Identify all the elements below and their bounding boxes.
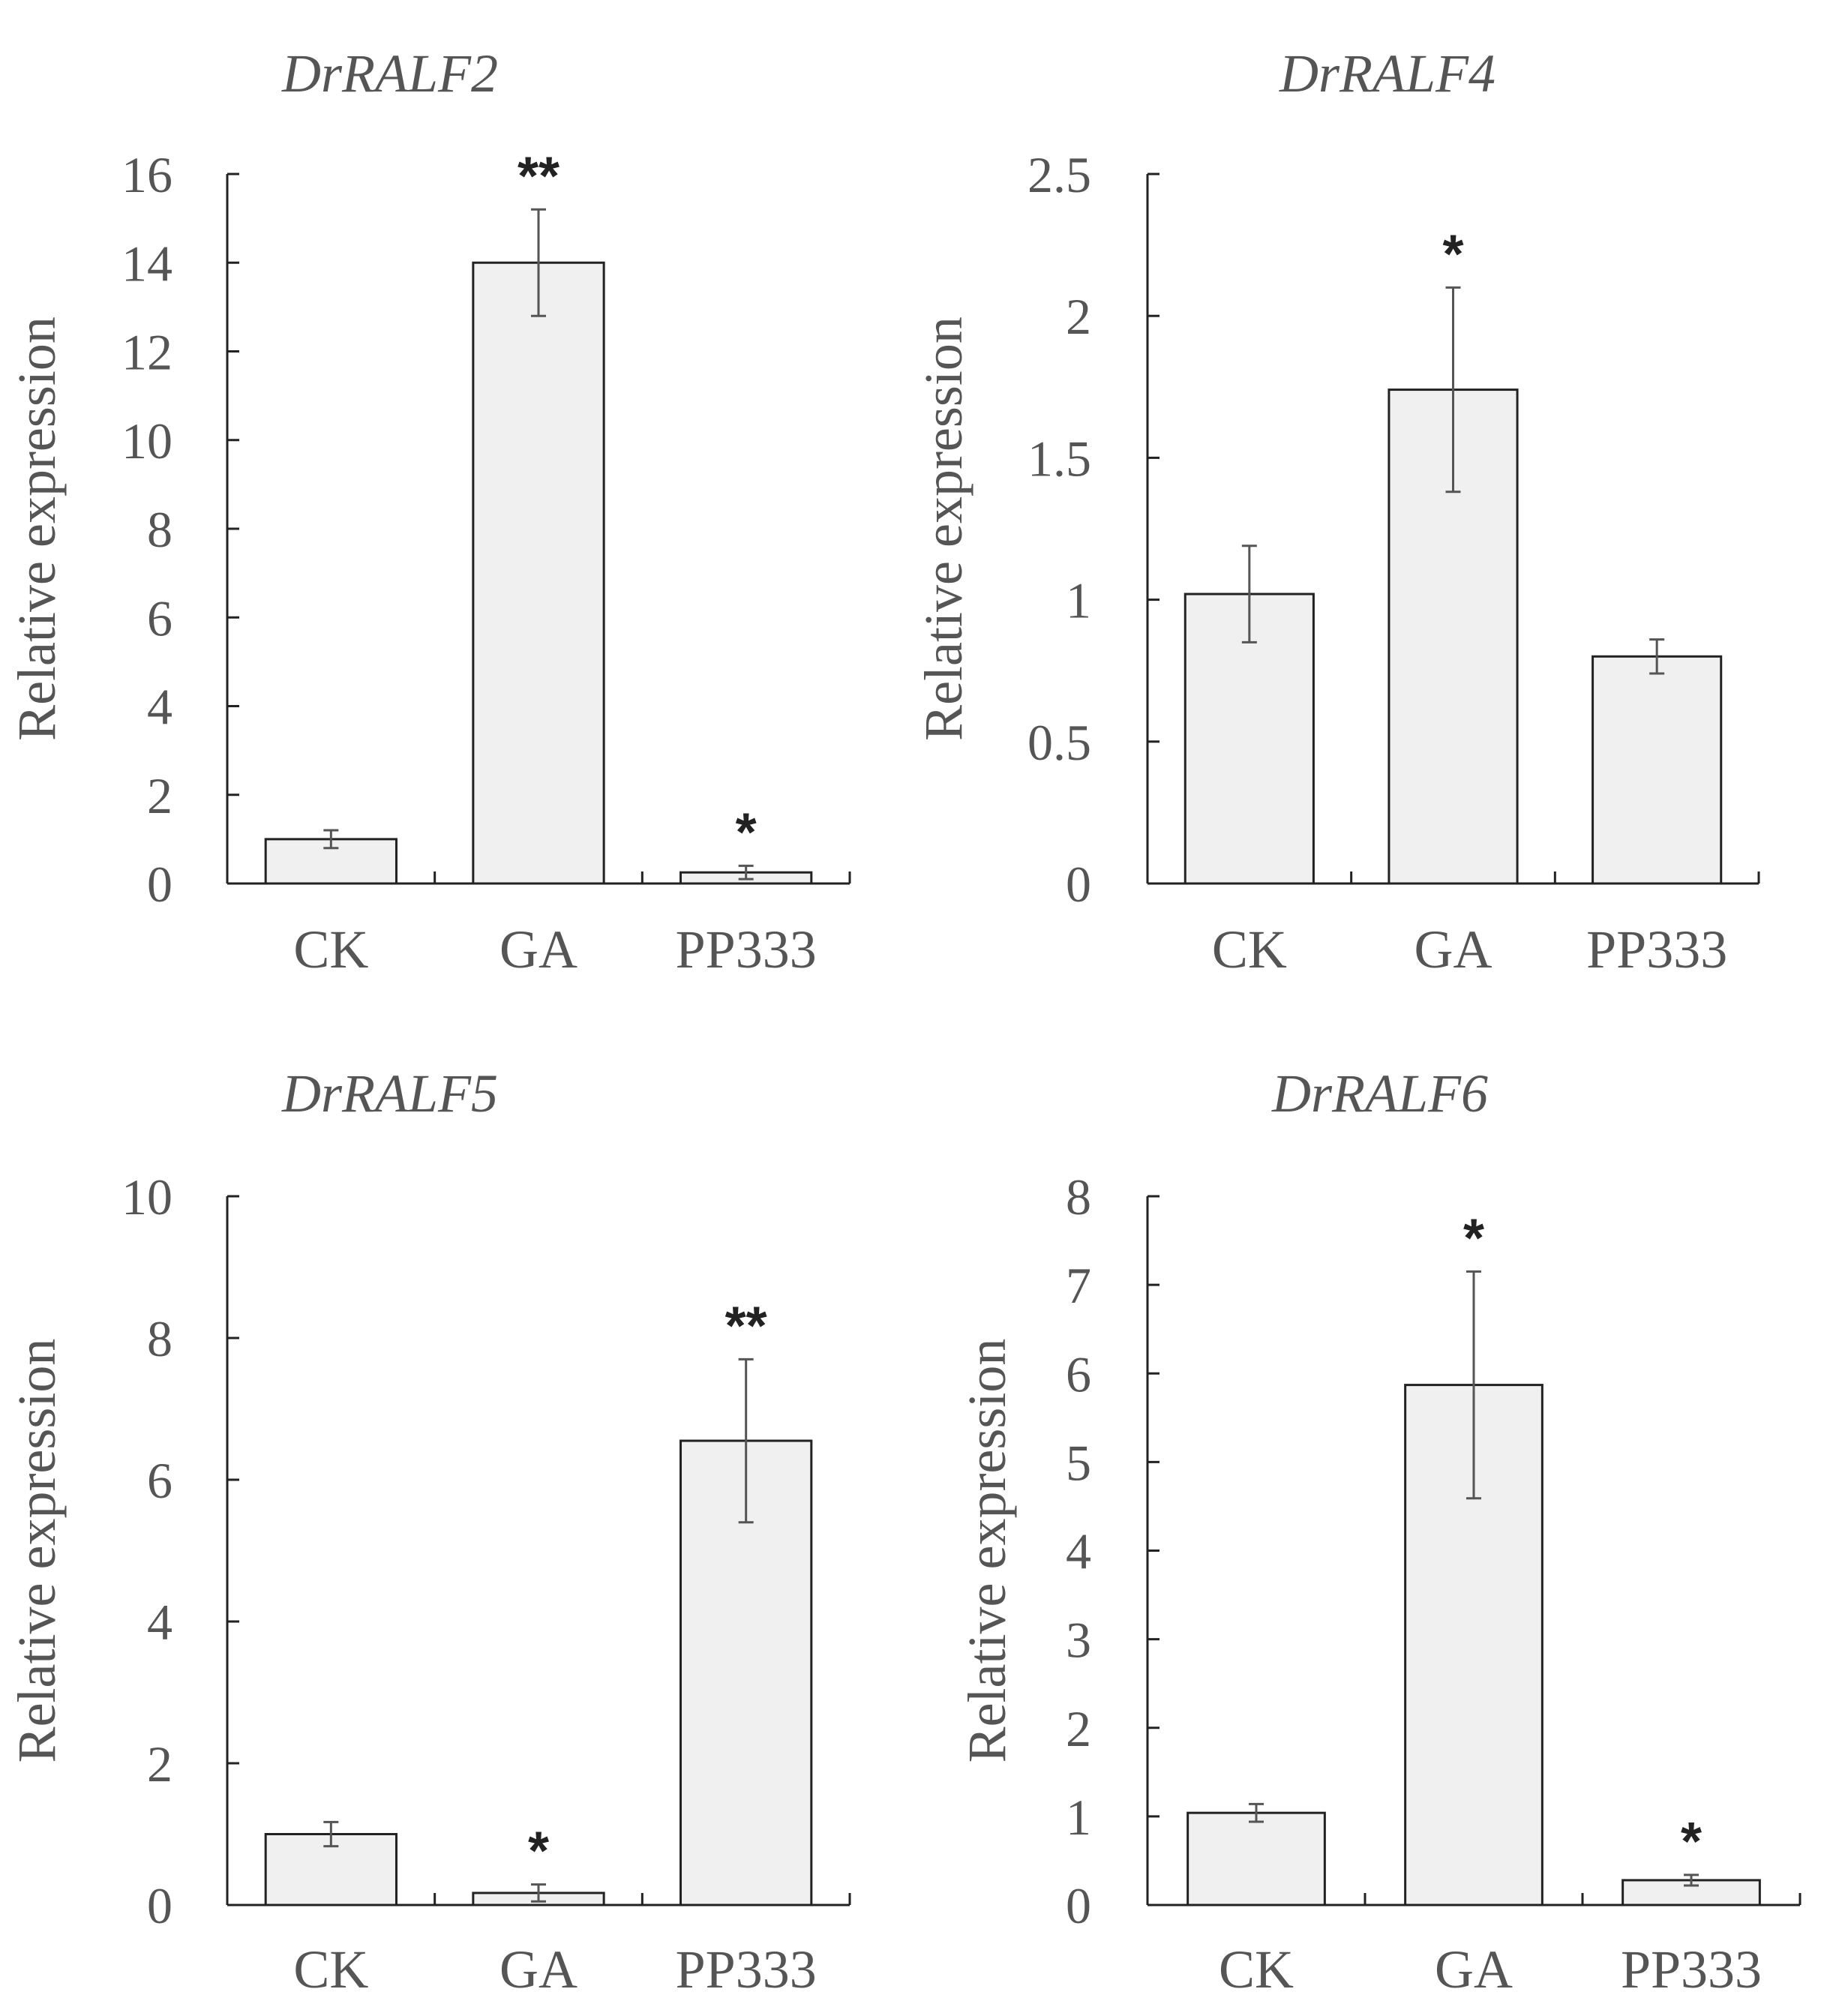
y-tick-label: 6 [147, 1452, 172, 1509]
y-tick-label: 5 [1066, 1434, 1091, 1491]
y-tick-label: 6 [147, 590, 172, 646]
significance-label: * [528, 1822, 549, 1882]
y-tick-label: 2 [1066, 1700, 1091, 1757]
panel-drralf4: DrRALF4 Relative expression 0 0.5 1 1.5 2 2.5 CK… [914, 44, 1760, 980]
y-tick-label: 8 [147, 501, 172, 558]
y-tick-label: 0.5 [1028, 714, 1091, 771]
y-tick-label: 6 [1066, 1346, 1091, 1402]
x-category-label: GA [1435, 1940, 1513, 2000]
x-category-label: GA [500, 1940, 578, 2000]
y-tick-label: 4 [147, 1594, 172, 1651]
y-tick-label: 0 [147, 856, 172, 913]
x-category-label: PP333 [1586, 920, 1727, 980]
y-axis-title: Relative expression [957, 1339, 1017, 1763]
y-tick-label: 2 [1066, 288, 1091, 345]
y-tick-label: 12 [122, 324, 172, 381]
bar-ck [1186, 1811, 1326, 1906]
panel-drralf6: DrRALF6 Relative expression 0 1 2 3 4 5 6 7 8 CK * GA… [957, 1064, 1802, 2000]
y-tick-label: 2 [147, 1736, 172, 1792]
x-category-label: GA [1414, 920, 1492, 980]
y-tick-label: 2.5 [1028, 146, 1091, 203]
x-category-label: GA [500, 920, 578, 980]
x-category-label: CK [1219, 1940, 1294, 2000]
x-category-label: CK [1212, 920, 1287, 980]
x-category-label: PP333 [1621, 1940, 1762, 2000]
panel-title: DrRALF5 [281, 1064, 498, 1124]
significance-label: * [1463, 1208, 1484, 1268]
y-axis-title: Relative expression [7, 1339, 67, 1763]
bar-pp333 [1592, 655, 1723, 885]
x-category-label: CK [293, 1940, 368, 2000]
y-tick-label: 8 [1066, 1168, 1091, 1226]
panel-title: DrRALF4 [1279, 44, 1496, 104]
y-tick-label: 8 [147, 1310, 172, 1367]
panel-title: DrRALF2 [281, 44, 498, 104]
y-tick-label: 3 [1066, 1612, 1091, 1669]
y-tick-label: 4 [147, 679, 172, 736]
panel-drralf5: DrRALF5 Relative expression 0 2 4 6 8 10 CK * GA **… [7, 1064, 851, 2000]
x-category-label: CK [293, 920, 368, 980]
y-tick-label: 16 [122, 146, 172, 203]
x-category-label: PP333 [676, 1940, 817, 2000]
significance-label: * [736, 802, 757, 862]
significance-label: ** [518, 146, 560, 206]
y-tick-label: 14 [122, 235, 172, 292]
y-tick-label: 10 [122, 1168, 172, 1226]
y-tick-label: 7 [1066, 1257, 1091, 1314]
y-tick-label: 1 [1066, 1789, 1091, 1846]
y-axis-title: Relative expression [914, 316, 974, 741]
y-tick-label: 2 [147, 767, 172, 824]
panel-drralf2: DrRALF2 Relative expression 0 2 4 6 8 10 12 14 16 C… [7, 44, 851, 980]
bar-ck [264, 838, 398, 885]
y-tick-label: 1.5 [1028, 430, 1091, 487]
panel-title: DrRALF6 [1271, 1064, 1488, 1124]
significance-label: * [1681, 1812, 1702, 1872]
y-tick-label: 4 [1066, 1523, 1091, 1580]
y-tick-label: 0 [147, 1877, 172, 1934]
y-tick-label: 10 [122, 412, 172, 470]
y-tick-label: 0 [1066, 1877, 1091, 1934]
bar-ga [472, 261, 605, 885]
significance-label: * [1442, 224, 1463, 284]
significance-label: ** [725, 1296, 767, 1356]
x-category-label: PP333 [676, 920, 817, 980]
y-tick-label: 0 [1066, 856, 1091, 913]
y-tick-label: 1 [1066, 572, 1091, 629]
y-axis-title: Relative expression [7, 316, 67, 741]
